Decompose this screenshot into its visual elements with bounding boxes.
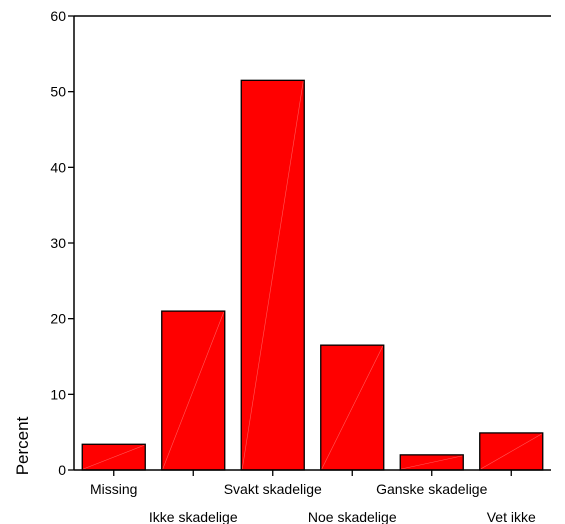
y-tick-label: 40 (50, 159, 66, 175)
y-tick-label: 10 (50, 386, 66, 402)
axes (73, 15, 551, 471)
bar-shading-line (321, 346, 384, 470)
y-tick-label: 0 (58, 462, 66, 478)
y-tick-label: 50 (50, 84, 66, 100)
y-tick-label: 30 (50, 235, 66, 251)
y-tick-label: 20 (50, 311, 66, 327)
x-tick-label: Vet ikke (487, 509, 536, 524)
bar-shading-line (401, 455, 463, 470)
bars (81, 79, 544, 471)
x-tick-label: Missing (90, 481, 137, 497)
y-ticks: 0 10 20 30 40 50 60 (50, 8, 74, 478)
bar-shading-line (241, 81, 304, 470)
x-tick-label: Noe skadelige (308, 509, 397, 524)
y-tick-label: 60 (50, 8, 66, 24)
x-tick-label: Ikke skadelige (149, 509, 238, 524)
bar-shading-line (480, 433, 542, 470)
bar-shading-line (162, 311, 225, 470)
x-tick-label: Ganske skadelige (376, 481, 488, 497)
bar-shading-line (83, 444, 145, 470)
y-axis-title: Percent (13, 416, 32, 475)
x-tick-label: Svakt skadelige (224, 481, 322, 497)
x-tick-labels: Missing Ikke skadelige Svakt skadelige Noe … (90, 470, 536, 524)
